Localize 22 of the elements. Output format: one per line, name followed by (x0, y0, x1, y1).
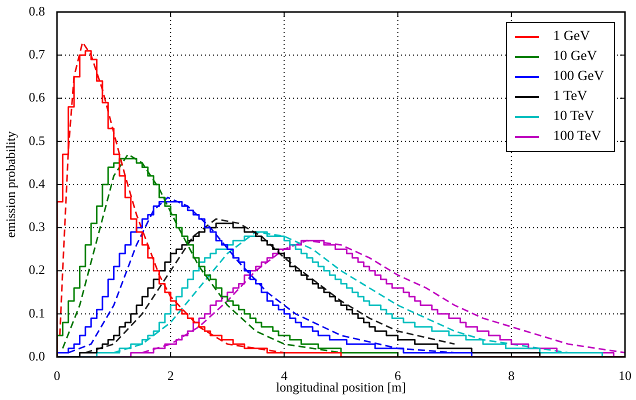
y-axis-title: emission probability (3, 130, 18, 238)
x-tick-label: 8 (508, 368, 515, 384)
y-tick-label: 0.0 (28, 348, 45, 364)
y-tick-label: 0.7 (28, 46, 46, 62)
line-series (84, 218, 456, 354)
x-tick-label: 10 (618, 368, 632, 384)
y-tick-label: 0.4 (28, 176, 46, 191)
legend-label: 100 TeV (553, 129, 602, 145)
x-tick-label: 2 (167, 368, 174, 384)
y-tick-label: 0.5 (28, 132, 45, 148)
legend-label: 100 GeV (553, 69, 604, 85)
y-tick-label: 0.1 (28, 305, 45, 320)
legend-label: 10 TeV (553, 109, 594, 125)
y-tick-label: 0.2 (28, 262, 45, 278)
y-tick-label: 0.8 (28, 3, 45, 18)
legend-label: 10 GeV (553, 49, 597, 65)
line-series (59, 41, 285, 354)
y-tick-label: 0.3 (28, 219, 45, 234)
y-tick-label: 0.6 (28, 90, 46, 105)
x-tick-label: 0 (54, 368, 60, 384)
legend-label: 1 GeV (553, 29, 590, 45)
legend-label: 1 TeV (553, 89, 588, 105)
